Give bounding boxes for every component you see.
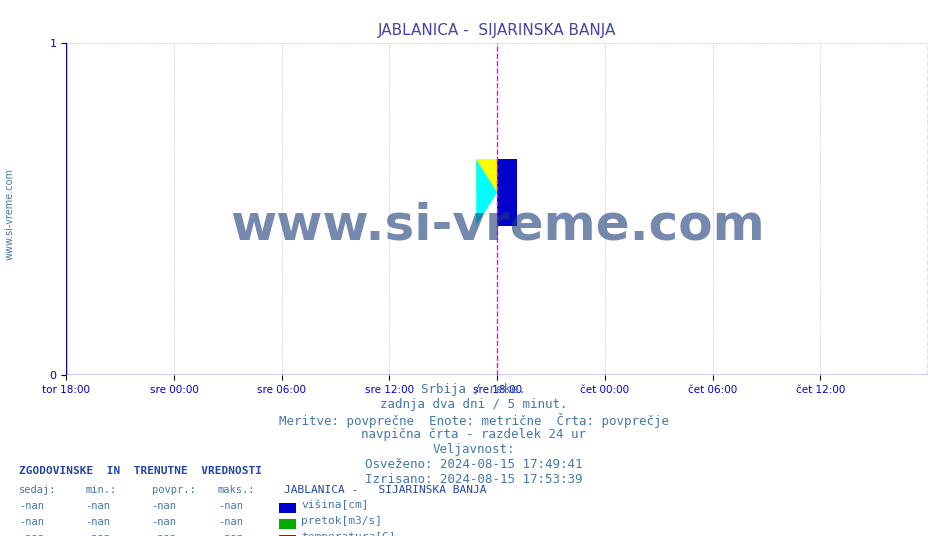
Text: JABLANICA -   SIJARINSKA BANJA: JABLANICA - SIJARINSKA BANJA bbox=[284, 485, 487, 495]
Text: maks.:: maks.: bbox=[218, 485, 256, 495]
Text: -nan: -nan bbox=[218, 517, 242, 527]
Text: -nan: -nan bbox=[19, 517, 44, 527]
Text: Veljavnost:: Veljavnost: bbox=[432, 443, 515, 456]
Text: višina[cm]: višina[cm] bbox=[301, 500, 368, 510]
Text: -nan: -nan bbox=[218, 501, 242, 511]
Text: ZGODOVINSKE  IN  TRENUTNE  VREDNOSTI: ZGODOVINSKE IN TRENUTNE VREDNOSTI bbox=[19, 466, 262, 477]
Text: temperatura[C]: temperatura[C] bbox=[301, 532, 396, 536]
Text: navpična črta - razdelek 24 ur: navpična črta - razdelek 24 ur bbox=[361, 428, 586, 441]
Text: povpr.:: povpr.: bbox=[152, 485, 195, 495]
Text: zadnja dva dni / 5 minut.: zadnja dva dni / 5 minut. bbox=[380, 398, 567, 411]
Title: JABLANICA -  SIJARINSKA BANJA: JABLANICA - SIJARINSKA BANJA bbox=[378, 23, 616, 38]
Text: -nan: -nan bbox=[152, 533, 176, 536]
Text: www.si-vreme.com: www.si-vreme.com bbox=[5, 168, 14, 260]
Text: Srbija / reke.: Srbija / reke. bbox=[421, 383, 526, 396]
Text: Meritve: povprečne  Enote: metrične  Črta: povprečje: Meritve: povprečne Enote: metrične Črta:… bbox=[278, 413, 669, 428]
Text: www.si-vreme.com: www.si-vreme.com bbox=[230, 202, 764, 250]
Text: -nan: -nan bbox=[218, 533, 242, 536]
Text: -nan: -nan bbox=[152, 517, 176, 527]
Polygon shape bbox=[497, 159, 517, 226]
Text: pretok[m3/s]: pretok[m3/s] bbox=[301, 516, 383, 526]
Text: -nan: -nan bbox=[152, 501, 176, 511]
Polygon shape bbox=[476, 159, 497, 226]
Text: -nan: -nan bbox=[19, 533, 44, 536]
Text: -nan: -nan bbox=[85, 517, 110, 527]
Polygon shape bbox=[476, 159, 497, 192]
Text: -nan: -nan bbox=[85, 533, 110, 536]
Text: Izrisano: 2024-08-15 17:53:39: Izrisano: 2024-08-15 17:53:39 bbox=[365, 473, 582, 486]
Text: Osveženo: 2024-08-15 17:49:41: Osveženo: 2024-08-15 17:49:41 bbox=[365, 458, 582, 471]
Text: -nan: -nan bbox=[85, 501, 110, 511]
Text: sedaj:: sedaj: bbox=[19, 485, 57, 495]
Text: -nan: -nan bbox=[19, 501, 44, 511]
Text: min.:: min.: bbox=[85, 485, 116, 495]
